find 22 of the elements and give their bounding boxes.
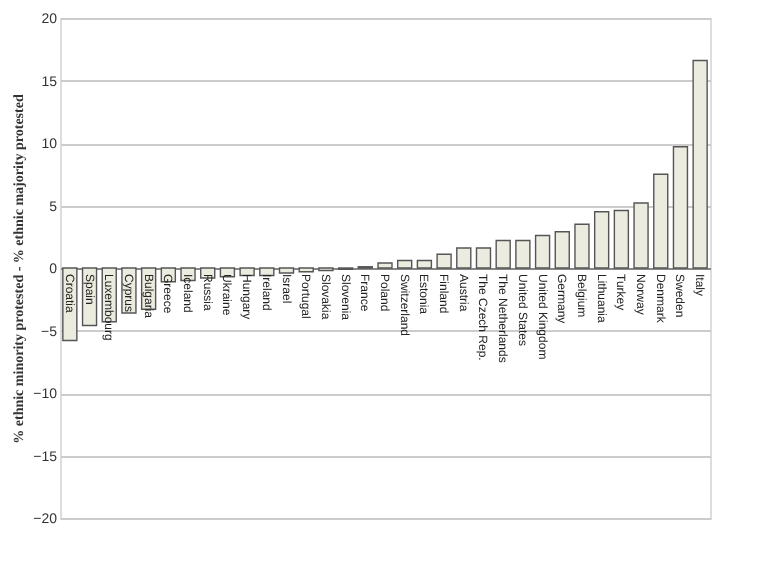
bar — [219, 267, 236, 278]
bar — [475, 247, 492, 269]
bar — [259, 267, 275, 277]
bar — [672, 146, 689, 269]
bar — [613, 209, 630, 269]
bar — [574, 223, 590, 269]
bar — [239, 267, 255, 277]
bar — [593, 211, 610, 269]
bar — [456, 247, 472, 269]
bar — [554, 231, 570, 269]
bar — [397, 259, 413, 269]
bar — [653, 173, 669, 269]
bar — [692, 59, 708, 269]
bar — [534, 234, 551, 269]
bar — [200, 267, 216, 279]
bar — [633, 202, 649, 269]
bar — [278, 267, 295, 274]
bar — [436, 253, 452, 269]
bar — [495, 239, 511, 269]
bar — [416, 259, 433, 269]
bar — [515, 239, 531, 269]
bar — [377, 262, 393, 269]
